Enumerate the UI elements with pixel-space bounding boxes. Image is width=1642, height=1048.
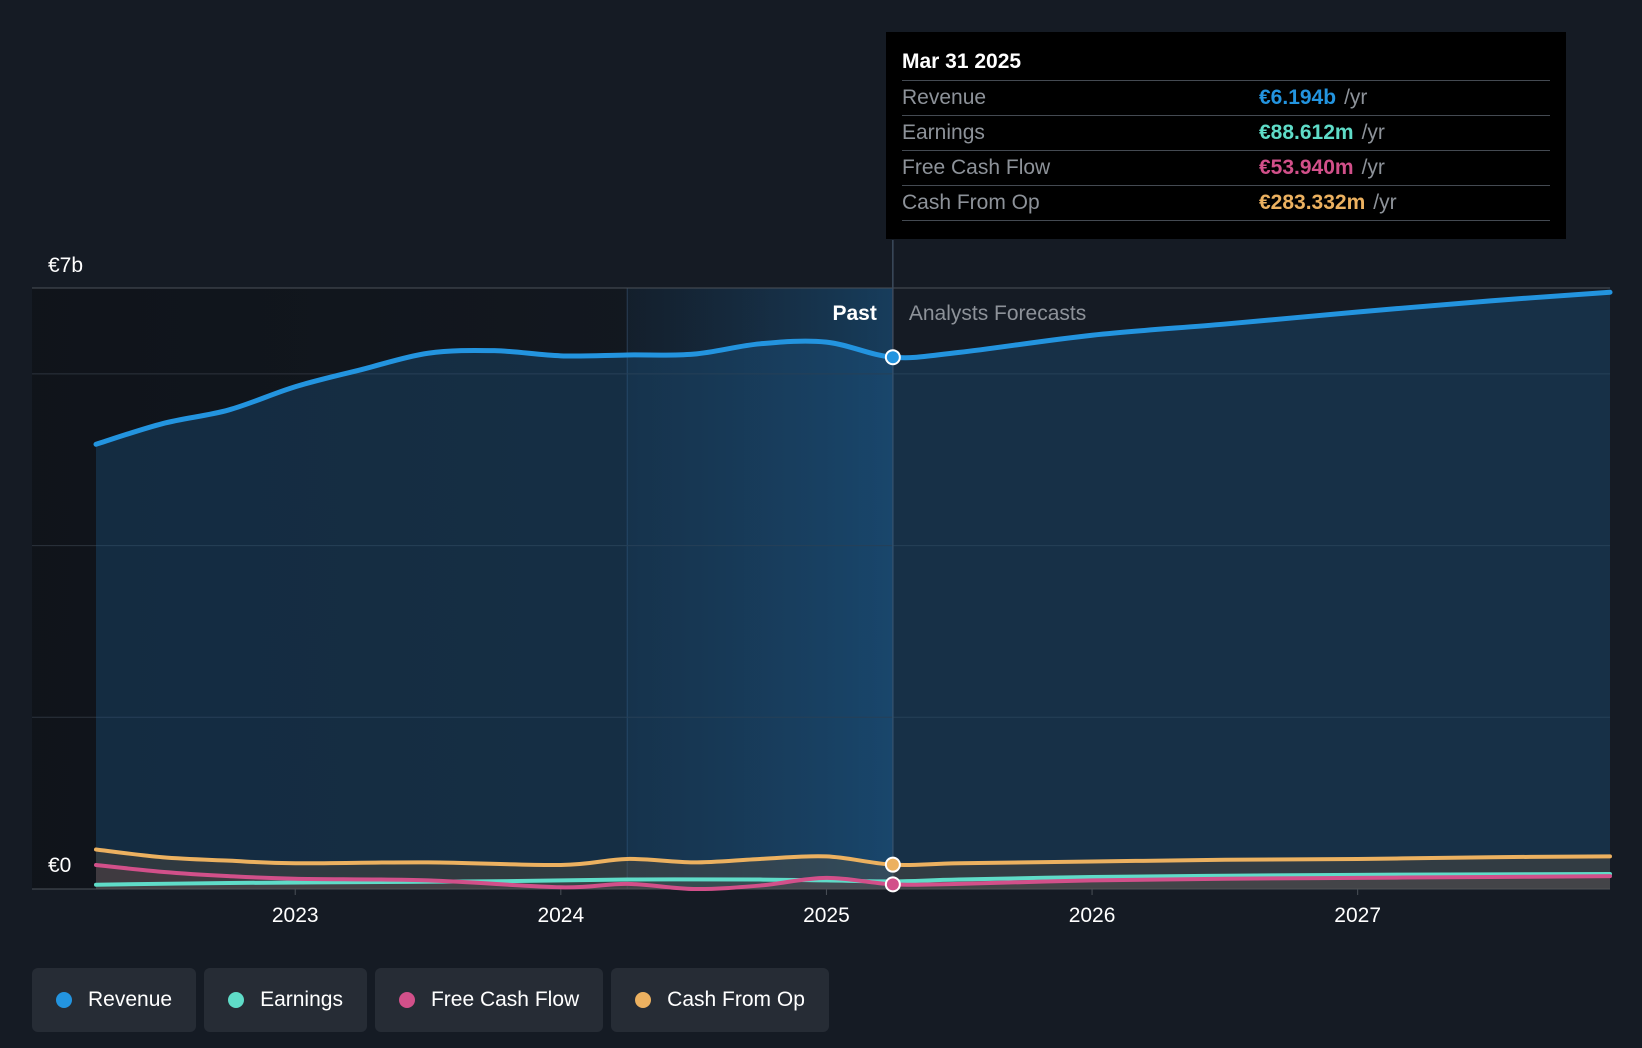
legend-dot-icon: [635, 992, 652, 1008]
legend-item-cfo[interactable]: Cash From Op: [611, 968, 829, 1032]
tooltip-value: €283.332m: [1259, 191, 1366, 214]
line-cfo: [94, 847, 1612, 868]
legend-dot-icon: [398, 992, 415, 1008]
tooltip-date: Mar 31 2025: [902, 50, 1022, 73]
tooltip-label: Earnings: [902, 121, 985, 144]
y-axis-top-label: €7b: [48, 254, 83, 277]
legend-item-revenue[interactable]: Revenue: [32, 968, 197, 1032]
legend-item-earnings[interactable]: Earnings: [204, 968, 367, 1032]
highlight-region: [627, 288, 893, 889]
tooltip-value: €88.612m: [1259, 121, 1354, 144]
tooltip-label: Free Cash Flow: [902, 156, 1051, 179]
x-tick-label: 2024: [537, 904, 584, 927]
legend-label: Cash From Op: [667, 988, 805, 1011]
tooltip-value: €6.194b: [1259, 86, 1337, 109]
line-revenue: [93, 289, 1613, 447]
legend: Revenue Earnings Free Cash Flow Cash Fro…: [32, 968, 829, 1032]
tooltip: Mar 31 2025 Revenue €6.194b /yr Earnings…: [886, 32, 1566, 239]
marker-cfo: [884, 856, 901, 873]
tooltip-label: Cash From Op: [902, 191, 1040, 214]
tooltip-row-fcf: Free Cash Flow €53.940m /yr: [902, 150, 1550, 185]
line-fcf: [94, 862, 1612, 892]
tooltip-row-cfo: Cash From Op €283.332m /yr: [902, 185, 1550, 221]
legend-label: Free Cash Flow: [430, 988, 580, 1011]
forecast-label: Analysts Forecasts: [909, 302, 1086, 325]
x-tick-label: 2027: [1334, 904, 1381, 927]
area-revenue: [96, 292, 1610, 889]
tooltip-unit: /yr: [1361, 156, 1385, 179]
legend-dot-icon: [228, 992, 245, 1008]
tooltip-label: Revenue: [902, 86, 987, 109]
x-tick-label: 2025: [803, 904, 850, 927]
past-label: Past: [832, 302, 876, 325]
tooltip-row-earnings: Earnings €88.612m /yr: [902, 115, 1550, 150]
legend-label: Earnings: [260, 988, 343, 1011]
y-axis-bottom-label: €0: [48, 854, 71, 877]
x-tick-label: 2026: [1069, 904, 1116, 927]
legend-item-fcf[interactable]: Free Cash Flow: [374, 968, 604, 1032]
tooltip-unit: /yr: [1373, 191, 1397, 214]
tooltip-value: €53.940m: [1259, 156, 1354, 179]
tooltip-row-revenue: Revenue €6.194b /yr: [902, 80, 1550, 115]
legend-label: Revenue: [88, 988, 173, 1011]
tooltip-unit: /yr: [1361, 121, 1385, 144]
legend-dot-icon: [56, 992, 72, 1008]
x-tick-label: 2023: [272, 904, 319, 927]
marker-revenue: [884, 349, 901, 366]
marker-fcf: [884, 876, 901, 893]
tooltip-unit: /yr: [1344, 86, 1368, 109]
